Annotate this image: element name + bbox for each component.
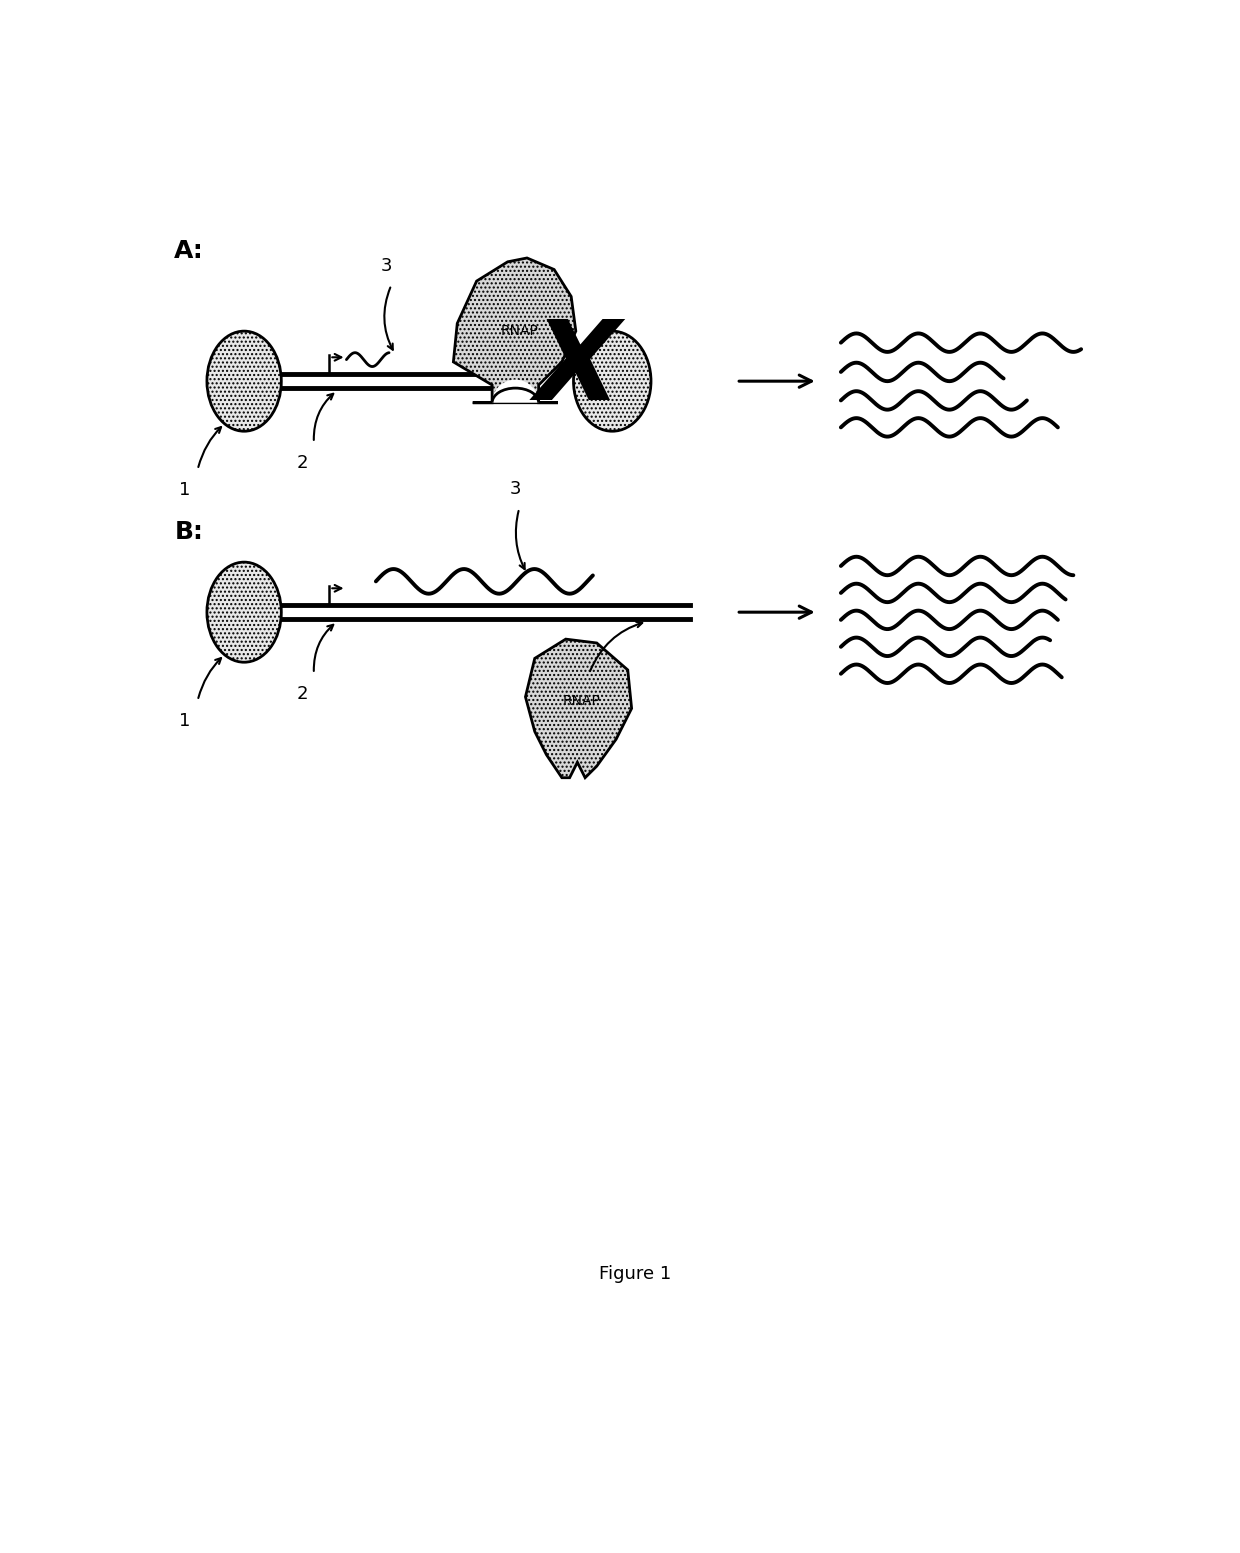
Text: Figure 1: Figure 1 bbox=[599, 1266, 672, 1283]
Polygon shape bbox=[454, 258, 575, 402]
Text: 1: 1 bbox=[179, 713, 190, 730]
Text: 3: 3 bbox=[381, 256, 392, 275]
Text: A:: A: bbox=[175, 239, 205, 262]
Text: X: X bbox=[534, 317, 620, 422]
Text: 3: 3 bbox=[510, 480, 521, 499]
Text: RNAP: RNAP bbox=[500, 325, 538, 339]
Ellipse shape bbox=[207, 331, 281, 432]
Ellipse shape bbox=[573, 331, 651, 432]
Text: RNAP: RNAP bbox=[562, 694, 600, 708]
Text: 1: 1 bbox=[179, 481, 190, 499]
Wedge shape bbox=[492, 379, 538, 402]
Text: 2: 2 bbox=[296, 685, 308, 704]
Ellipse shape bbox=[207, 562, 281, 662]
Polygon shape bbox=[526, 640, 631, 778]
Text: 4: 4 bbox=[572, 685, 583, 704]
Text: 2: 2 bbox=[296, 455, 308, 472]
Text: B:: B: bbox=[175, 520, 203, 544]
